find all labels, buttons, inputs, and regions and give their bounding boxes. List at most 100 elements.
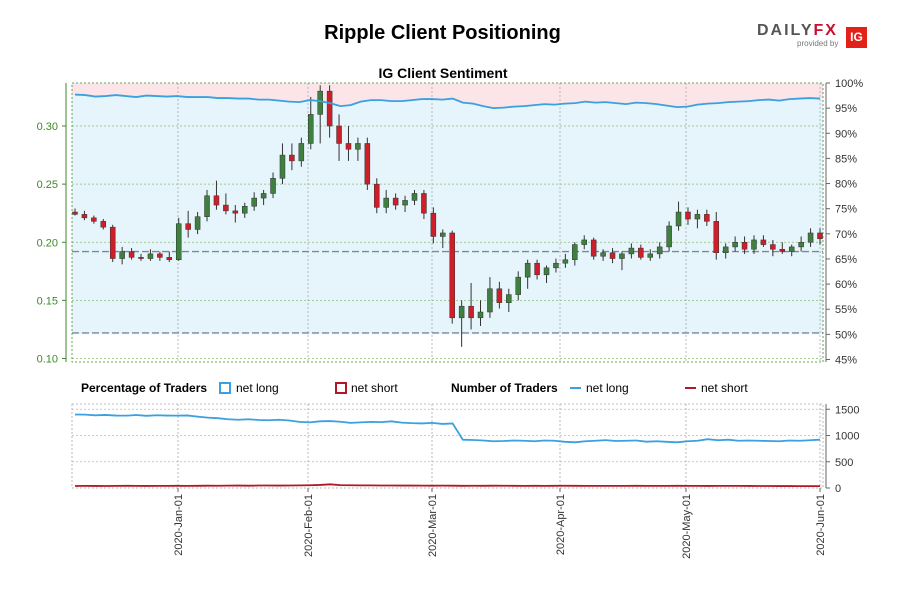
right-axis-label: 75%: [835, 204, 857, 216]
candle-body: [364, 143, 371, 185]
candle-body: [468, 305, 474, 319]
reference-lines: [72, 250, 823, 334]
net-short-count-line: [74, 483, 820, 488]
candle-body: [279, 154, 286, 179]
candle-body: [524, 262, 531, 278]
right-axis-label: 80%: [835, 179, 857, 191]
candle-body: [656, 246, 663, 255]
candle-body: [355, 143, 361, 150]
candle-body: [100, 221, 107, 228]
candle-body: [194, 216, 201, 230]
candle-body: [421, 193, 427, 214]
candle-body: [741, 242, 748, 250]
candle-body: [175, 223, 182, 260]
sentiment-subtitle: IG Client Sentiment: [378, 65, 507, 81]
plot-background: [72, 83, 823, 362]
x-axis-label: 2020-Feb-01: [303, 494, 315, 557]
candle-body: [128, 251, 135, 258]
candle-body: [534, 262, 540, 276]
candle-body: [119, 251, 125, 259]
candle-body: [251, 197, 257, 207]
candle-body: [581, 239, 587, 245]
candle-body: [543, 267, 550, 276]
right-axis-label: 85%: [835, 153, 857, 165]
candle-body: [788, 246, 795, 252]
candle-body: [204, 195, 210, 217]
candle-body: [638, 247, 644, 258]
left-axis-label: 0.15: [37, 295, 58, 307]
candle-body: [562, 259, 569, 264]
right-axis-label: 100%: [835, 78, 863, 90]
candle-body: [647, 253, 654, 258]
legend-pct-short-label: net short: [351, 381, 398, 395]
lower-right-axis-label: 0: [835, 483, 841, 495]
right-axis-label: 55%: [835, 304, 857, 316]
legend-pct-title: Percentage of Traders: [81, 381, 207, 395]
candle-body: [732, 242, 738, 248]
candle-body: [109, 226, 116, 259]
candle-body: [91, 217, 97, 222]
candle-body: [600, 252, 606, 257]
legend-pct-short-swatch: [335, 382, 347, 394]
candle-body: [317, 90, 323, 115]
x-axis-label: 2020-Apr-01: [555, 494, 567, 555]
candle-body: [685, 211, 691, 220]
candle-body: [704, 214, 710, 222]
lower-zone: [72, 334, 823, 362]
lower-right-axis-label: 500: [835, 457, 853, 469]
right-axis-label: 45%: [835, 354, 857, 366]
candle-body: [411, 193, 418, 201]
candle-body: [72, 211, 78, 215]
candle-body: [308, 114, 314, 144]
net-long-count-line: [74, 413, 821, 444]
candle-body: [374, 183, 380, 208]
plot-frame: [71, 82, 824, 363]
candle-body: [817, 232, 823, 240]
candle-body: [213, 195, 220, 206]
legend-num-title: Number of Traders: [451, 381, 558, 395]
chart-title: Ripple Client Positioning: [324, 22, 561, 44]
candle-body: [345, 143, 352, 150]
candle-body: [619, 253, 625, 259]
candle-body: [477, 311, 484, 319]
candle-body: [572, 244, 578, 260]
candle-body: [383, 197, 389, 208]
right-axis-label: 50%: [835, 329, 857, 341]
candlestick-series: [72, 85, 823, 347]
candle-body: [487, 288, 493, 313]
left-axis-label: 0.25: [37, 179, 58, 191]
right-axis-label: 65%: [835, 254, 857, 266]
lower-right-axis-label: 1000: [835, 431, 859, 443]
legend-num-long-label: net long: [586, 381, 629, 395]
candle-body: [807, 232, 814, 243]
dailyfx-logo: DAILYFX provided by IG: [757, 22, 869, 50]
candle-body: [147, 253, 154, 259]
candle-body: [694, 214, 701, 220]
candle-body: [496, 288, 503, 303]
candle-body: [260, 193, 267, 199]
candle-body: [336, 125, 342, 144]
candle-body: [289, 154, 295, 162]
candle-body: [628, 247, 635, 255]
candle-body: [666, 225, 672, 248]
legend-num-short-label: net short: [701, 381, 748, 395]
gridlines: [72, 83, 823, 362]
lower-right-axis-label: 1500: [835, 404, 859, 416]
candle-body: [760, 239, 767, 245]
candle-body: [81, 214, 88, 219]
candle-body: [779, 248, 786, 252]
logo-provided-by: provided by: [797, 39, 839, 48]
candle-body: [430, 212, 437, 237]
right-axis-label: 60%: [835, 279, 857, 291]
net-long-zone: [72, 83, 823, 335]
candle-body: [185, 223, 191, 230]
right-axis-label: 70%: [835, 229, 857, 241]
candle-body: [553, 262, 559, 269]
candle-body: [458, 305, 465, 319]
candle-body: [722, 246, 729, 253]
legend: Percentage of Traders net long net short…: [81, 381, 748, 395]
candle-body: [675, 211, 682, 227]
candle-body: [713, 221, 720, 253]
candle-body: [590, 239, 597, 257]
